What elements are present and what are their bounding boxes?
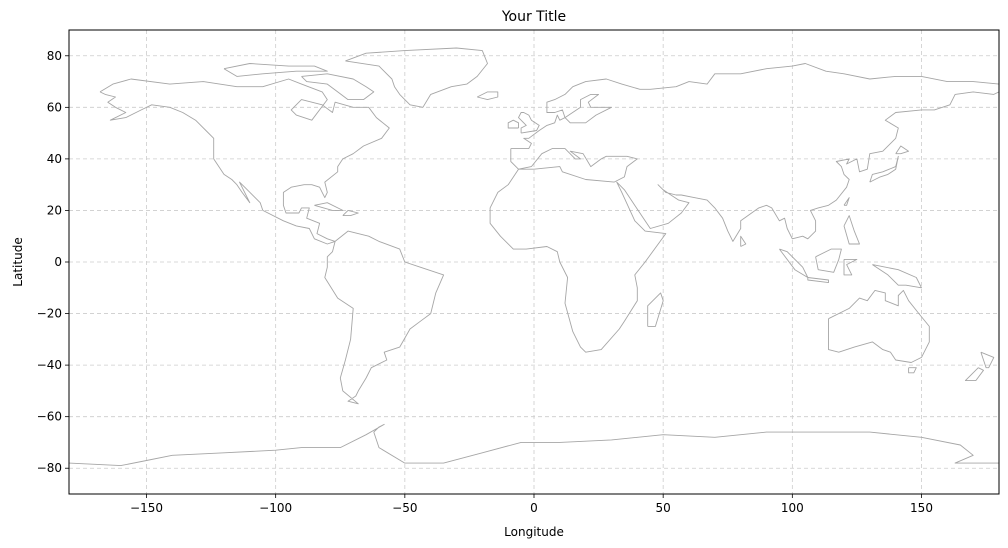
y-tick-label: −60 [37, 410, 62, 424]
coast-uk [518, 112, 540, 134]
y-tick-label: 80 [47, 49, 62, 63]
y-tick-label: 60 [47, 100, 62, 114]
coast-australia [828, 289, 930, 363]
y-tick-label: 40 [47, 152, 62, 166]
coast-nz-north [980, 351, 995, 369]
x-tick-label: −100 [259, 501, 292, 515]
coast-antarctica [68, 423, 999, 467]
coast-north-america [99, 78, 390, 245]
coast-java [807, 277, 829, 284]
coast-borneo [815, 248, 842, 273]
x-tick-label: −50 [392, 501, 417, 515]
coast-ireland [507, 119, 519, 129]
y-tick-label: −80 [37, 461, 62, 475]
coast-new-guinea [872, 264, 922, 289]
y-tick-label: −40 [37, 358, 62, 372]
coast-sri-lanka [740, 235, 747, 247]
x-tick-label: 50 [656, 501, 671, 515]
coast-hokkaido [895, 145, 910, 155]
plot-area [68, 29, 1000, 495]
y-tick-label: −20 [37, 307, 62, 321]
x-tick-label: 100 [781, 501, 804, 515]
y-tick-label: 0 [54, 255, 62, 269]
coast-iceland [477, 91, 499, 101]
coast-eurasia-africa [489, 63, 1000, 353]
coast-hispaniola [342, 209, 359, 217]
coast-cuba [314, 202, 344, 211]
coast-madagascar [647, 292, 664, 327]
coast-nz-south [964, 367, 984, 382]
coast-south-america [324, 230, 445, 405]
coast-philippines [843, 215, 860, 245]
coastlines [68, 47, 1000, 467]
y-tick-label: 20 [47, 203, 62, 217]
coast-taiwan [843, 197, 850, 206]
coast-tasmania [908, 367, 917, 374]
y-axis-ticks: −80 −60 −40 −20 0 20 40 60 80 [37, 49, 69, 475]
x-axis-ticks: −150 −100 −50 0 50 100 150 [130, 494, 933, 515]
y-axis-label: Latitude [11, 237, 25, 286]
coast-sumatra [779, 248, 809, 278]
coast-greenland [345, 47, 488, 108]
coast-japan [869, 155, 899, 183]
coast-baffin [301, 73, 375, 101]
x-tick-label: 150 [910, 501, 933, 515]
coast-arctic-islands [223, 63, 328, 77]
x-axis-label: Longitude [504, 525, 564, 539]
x-tick-label: 0 [530, 501, 538, 515]
coast-sulawesi [843, 258, 858, 276]
coast-scandinavia-bay [564, 93, 612, 124]
x-tick-label: −150 [130, 501, 163, 515]
grid-lines [69, 30, 999, 494]
map-title: Your Title [501, 9, 566, 25]
